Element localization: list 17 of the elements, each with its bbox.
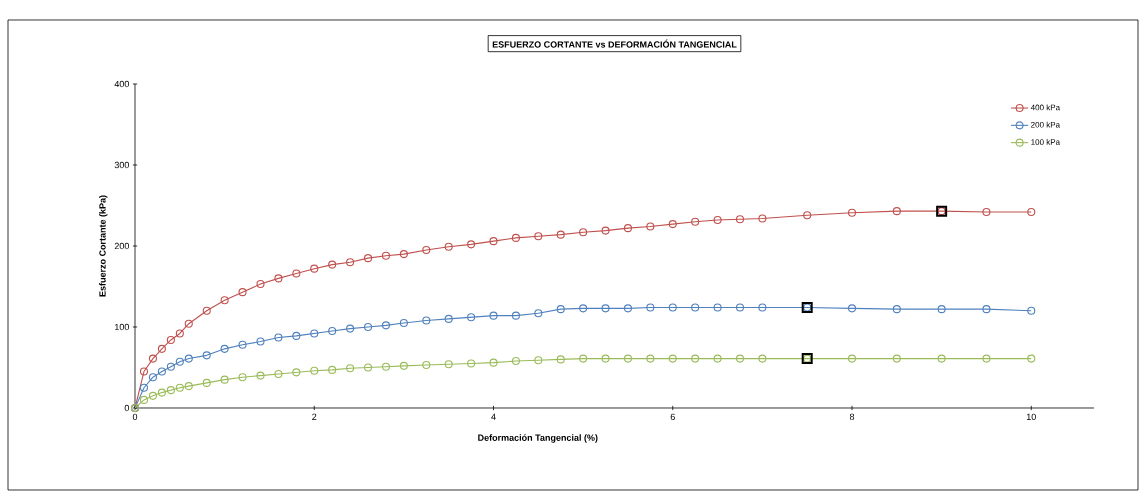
y-tick-label: 100	[115, 323, 129, 331]
x-tick-label: 4	[491, 413, 496, 420]
x-tick-label: 2	[312, 413, 317, 420]
y-tick-label: 400	[114, 80, 129, 88]
x-axis-title: Deformación Tangencial (%)	[478, 434, 598, 443]
y-tick-label: 200	[114, 242, 129, 250]
x-tick-label: 10	[1026, 413, 1036, 421]
legend-label: 100 kPa	[1031, 138, 1061, 145]
legend-label: 400 kPa	[1030, 104, 1061, 111]
y-tick-label: 0	[124, 404, 129, 412]
y-tick-label: 300	[114, 161, 129, 169]
y-axis-title: Esfuerzo Cortante (kPa)	[99, 195, 108, 297]
x-tick-label: 8	[849, 413, 855, 421]
x-tick-label: 6	[670, 413, 675, 421]
legend-label: 200 kPa	[1031, 121, 1061, 128]
x-tick-label: 0	[132, 413, 138, 421]
chart-title: ESFUERZO CORTANTE vs DEFORMACIÓN TANGENCIAL	[492, 39, 737, 48]
